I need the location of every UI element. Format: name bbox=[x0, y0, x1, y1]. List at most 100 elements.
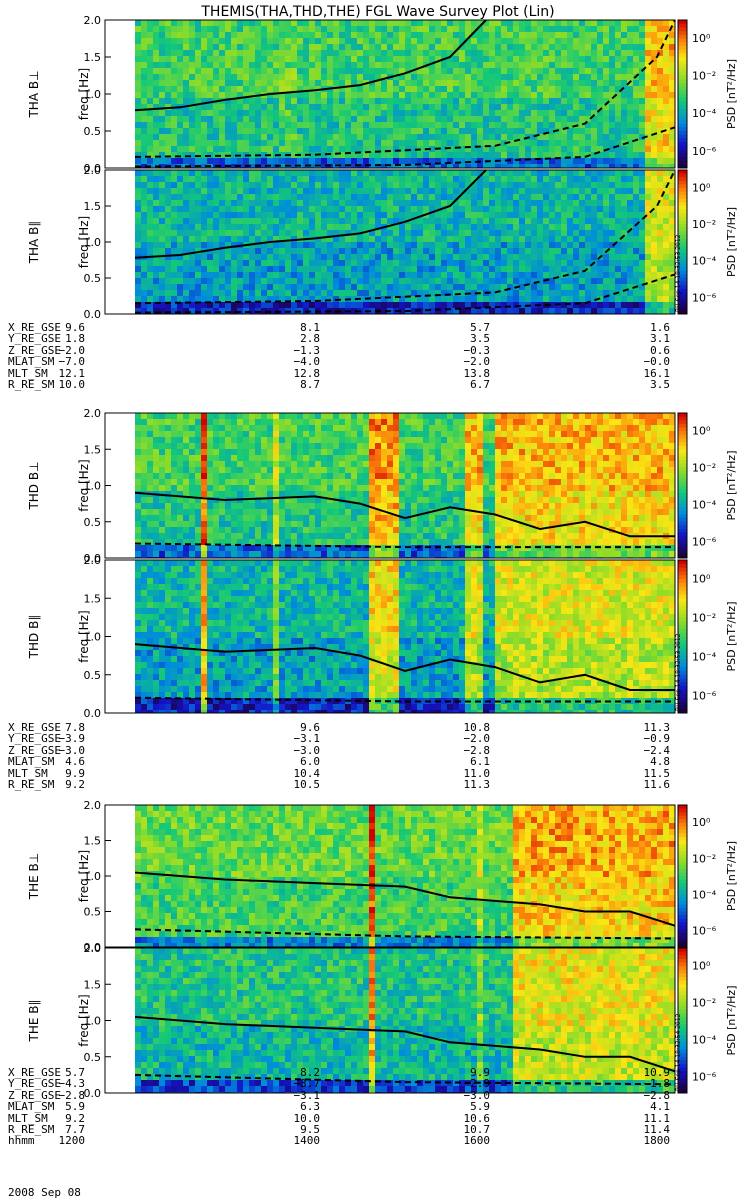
heat-cell bbox=[609, 296, 615, 302]
heat-cell bbox=[351, 26, 357, 32]
heat-cell bbox=[291, 134, 297, 140]
heat-cell bbox=[561, 170, 567, 176]
heat-cell bbox=[435, 296, 441, 302]
heat-cell bbox=[195, 194, 201, 200]
heat-cell bbox=[501, 290, 507, 296]
heat-cell bbox=[417, 206, 423, 212]
heat-cell bbox=[411, 128, 417, 134]
heat-cell bbox=[165, 503, 171, 509]
heat-cell bbox=[651, 170, 657, 176]
heat-cell bbox=[531, 56, 537, 62]
heat-cell bbox=[345, 254, 351, 260]
heat-cell bbox=[141, 302, 147, 308]
heat-cell bbox=[177, 497, 183, 503]
heat-cell bbox=[657, 104, 663, 110]
heat-cell bbox=[141, 74, 147, 80]
heat-cell bbox=[165, 218, 171, 224]
heat-cell bbox=[657, 20, 663, 26]
heat-cell bbox=[303, 170, 309, 176]
heat-cell bbox=[537, 74, 543, 80]
heat-cell bbox=[453, 278, 459, 284]
heat-cell bbox=[339, 308, 345, 314]
heat-cell bbox=[489, 104, 495, 110]
heat-cell bbox=[561, 308, 567, 314]
heat-cell bbox=[165, 545, 171, 551]
heat-cell bbox=[567, 272, 573, 278]
y-tick-label: 0.5 bbox=[84, 272, 102, 285]
heat-cell bbox=[135, 479, 141, 485]
heat-cell bbox=[651, 164, 657, 168]
heat-cell bbox=[597, 80, 603, 86]
heat-cell bbox=[549, 176, 555, 182]
heat-cell bbox=[405, 62, 411, 68]
heat-cell bbox=[297, 296, 303, 302]
heat-cell bbox=[159, 68, 165, 74]
heat-cell bbox=[321, 260, 327, 266]
heat-cell bbox=[639, 80, 645, 86]
heat-cell bbox=[399, 218, 405, 224]
heat-cell bbox=[525, 224, 531, 230]
heat-cell bbox=[669, 74, 675, 80]
heat-cell bbox=[225, 533, 231, 539]
heat-cell bbox=[351, 308, 357, 314]
heat-cell bbox=[195, 44, 201, 50]
heat-cell bbox=[495, 224, 501, 230]
heat-cell bbox=[315, 284, 321, 290]
heat-cell bbox=[147, 80, 153, 86]
heat-cell bbox=[291, 224, 297, 230]
heat-cell bbox=[135, 200, 141, 206]
heat-cell bbox=[201, 32, 207, 38]
heat-cell bbox=[153, 497, 159, 503]
heat-cell bbox=[369, 266, 375, 272]
heat-cell bbox=[513, 230, 519, 236]
heat-cell bbox=[447, 206, 453, 212]
heat-cell bbox=[597, 236, 603, 242]
heat-cell bbox=[159, 449, 165, 455]
heat-cell bbox=[615, 242, 621, 248]
heat-cell bbox=[489, 266, 495, 272]
heat-cell bbox=[639, 50, 645, 56]
heat-cell bbox=[249, 152, 255, 158]
heat-cell bbox=[135, 473, 141, 479]
heat-cell bbox=[591, 26, 597, 32]
heat-cell bbox=[315, 98, 321, 104]
heat-cell bbox=[495, 254, 501, 260]
heat-cell bbox=[213, 188, 219, 194]
heat-cell bbox=[567, 128, 573, 134]
heat-cell bbox=[369, 218, 375, 224]
heat-cell bbox=[309, 308, 315, 314]
heat-cell bbox=[255, 116, 261, 122]
heat-cell bbox=[153, 152, 159, 158]
y-axis-label: freq [Hz] bbox=[77, 216, 91, 268]
heat-cell bbox=[435, 164, 441, 168]
heat-cell bbox=[315, 140, 321, 146]
heat-cell bbox=[543, 272, 549, 278]
heat-cell bbox=[261, 266, 267, 272]
heat-cell bbox=[405, 38, 411, 44]
heat-cell bbox=[159, 308, 165, 314]
heat-cell bbox=[189, 38, 195, 44]
heat-cell bbox=[381, 128, 387, 134]
heat-cell bbox=[453, 62, 459, 68]
heat-cell bbox=[441, 86, 447, 92]
heat-cell bbox=[315, 242, 321, 248]
heat-cell bbox=[339, 182, 345, 188]
heat-cell bbox=[591, 32, 597, 38]
heat-cell bbox=[375, 170, 381, 176]
heat-cell bbox=[225, 413, 231, 419]
heat-cell bbox=[351, 170, 357, 176]
heat-cell bbox=[261, 236, 267, 242]
y-axis-label: freq [Hz] bbox=[77, 68, 91, 120]
heat-cell bbox=[213, 158, 219, 164]
heat-cell bbox=[393, 200, 399, 206]
heat-cell bbox=[381, 80, 387, 86]
colorbar-step bbox=[678, 131, 687, 136]
heat-cell bbox=[207, 491, 213, 497]
heat-cell bbox=[483, 206, 489, 212]
chart-title: THEMIS(THA,THD,THE) FGL Wave Survey Plot… bbox=[200, 4, 554, 20]
heat-cell bbox=[213, 515, 219, 521]
heat-cell bbox=[585, 194, 591, 200]
heat-cell bbox=[507, 170, 513, 176]
heat-cell bbox=[327, 290, 333, 296]
heat-cell bbox=[237, 56, 243, 62]
